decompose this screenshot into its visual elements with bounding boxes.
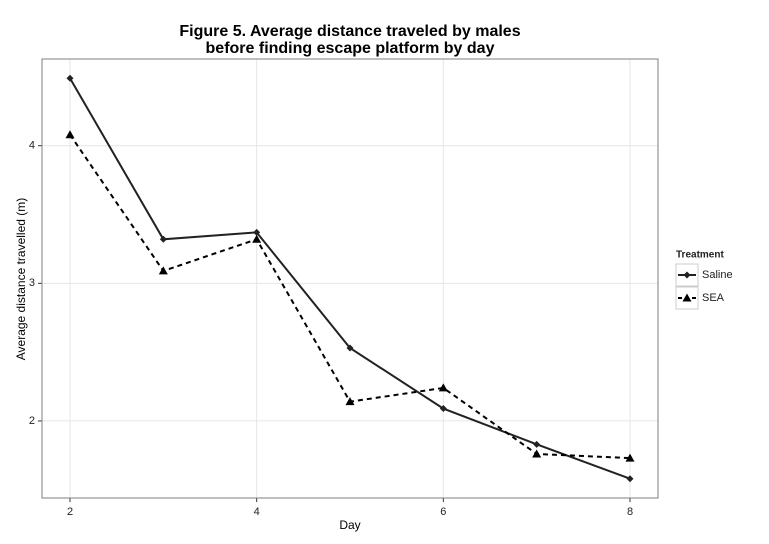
- marker: [438, 383, 448, 392]
- marker: [532, 449, 542, 458]
- y-tick-label: 2: [29, 415, 35, 427]
- legend-label: Saline: [702, 269, 733, 281]
- x-tick-label: 8: [627, 506, 633, 518]
- chart-title: Figure 5. Average distance traveled by m…: [179, 23, 520, 40]
- marker: [66, 74, 74, 82]
- y-tick-label: 3: [29, 277, 35, 289]
- marker: [682, 293, 692, 302]
- marker: [252, 234, 262, 243]
- marker: [346, 344, 354, 352]
- marker: [65, 130, 75, 139]
- marker: [158, 266, 168, 275]
- marker: [683, 271, 691, 279]
- x-tick-label: 4: [254, 506, 260, 518]
- legend-label: SEA: [702, 292, 725, 304]
- marker: [253, 228, 261, 236]
- legend-title: Treatment: [676, 250, 724, 261]
- marker: [345, 397, 355, 406]
- marker: [159, 235, 167, 243]
- legend: Treatment Saline SEA: [675, 250, 733, 310]
- plot-border: [41, 58, 659, 499]
- x-axis-title: Day: [339, 518, 360, 532]
- y-tick-label: 4: [29, 140, 35, 152]
- marker: [625, 453, 635, 462]
- marker: [439, 405, 447, 413]
- x-tick-label: 6: [440, 506, 446, 518]
- marker: [626, 475, 634, 483]
- x-tick-label: 2: [67, 506, 73, 518]
- marker: [533, 440, 541, 448]
- y-axis-title: Average distance travelled (m): [14, 198, 28, 361]
- chart-title: before finding escape platform by day: [206, 40, 495, 57]
